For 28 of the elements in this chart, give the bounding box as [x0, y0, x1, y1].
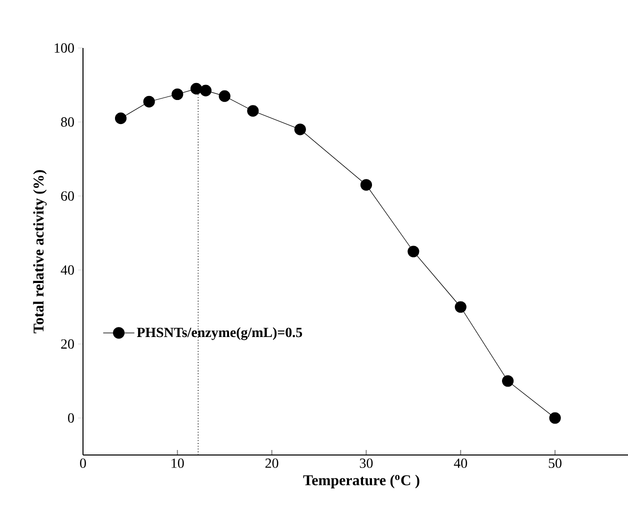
- point: [247, 105, 259, 117]
- point: [502, 375, 514, 387]
- point: [190, 82, 202, 94]
- y-tick-label: 100: [54, 43, 74, 53]
- y-tick-label: 40: [60, 265, 74, 275]
- point: [200, 84, 212, 96]
- x-axis-title: Temperature ($^{o}$C ): [303, 474, 420, 488]
- legend-label: PHSNTs/enzyme(g/mL)=0.5: [136, 327, 302, 340]
- point: [218, 90, 230, 102]
- x-tick-label: 10: [172, 458, 184, 468]
- x-tick-label: 40: [454, 458, 468, 468]
- point: [294, 124, 306, 136]
- y-tick-label: 80: [61, 117, 74, 127]
- y-tick-label: 60: [61, 191, 74, 201]
- x-tick-label: 30: [360, 458, 373, 468]
- point: [172, 88, 184, 100]
- y-tick-label: 20: [61, 339, 74, 349]
- point: [408, 246, 420, 258]
- y-axis-title: Total relative activity (%): [33, 170, 47, 334]
- x-tick-label: 50: [548, 458, 562, 468]
- point: [114, 112, 127, 124]
- point: [454, 301, 466, 313]
- y-tick-label: 0: [68, 413, 74, 423]
- point: [360, 179, 372, 191]
- x-tick-label: 0: [80, 458, 86, 468]
- point: [143, 96, 155, 108]
- x-tick-label: 20: [265, 458, 278, 468]
- point: [549, 412, 561, 424]
